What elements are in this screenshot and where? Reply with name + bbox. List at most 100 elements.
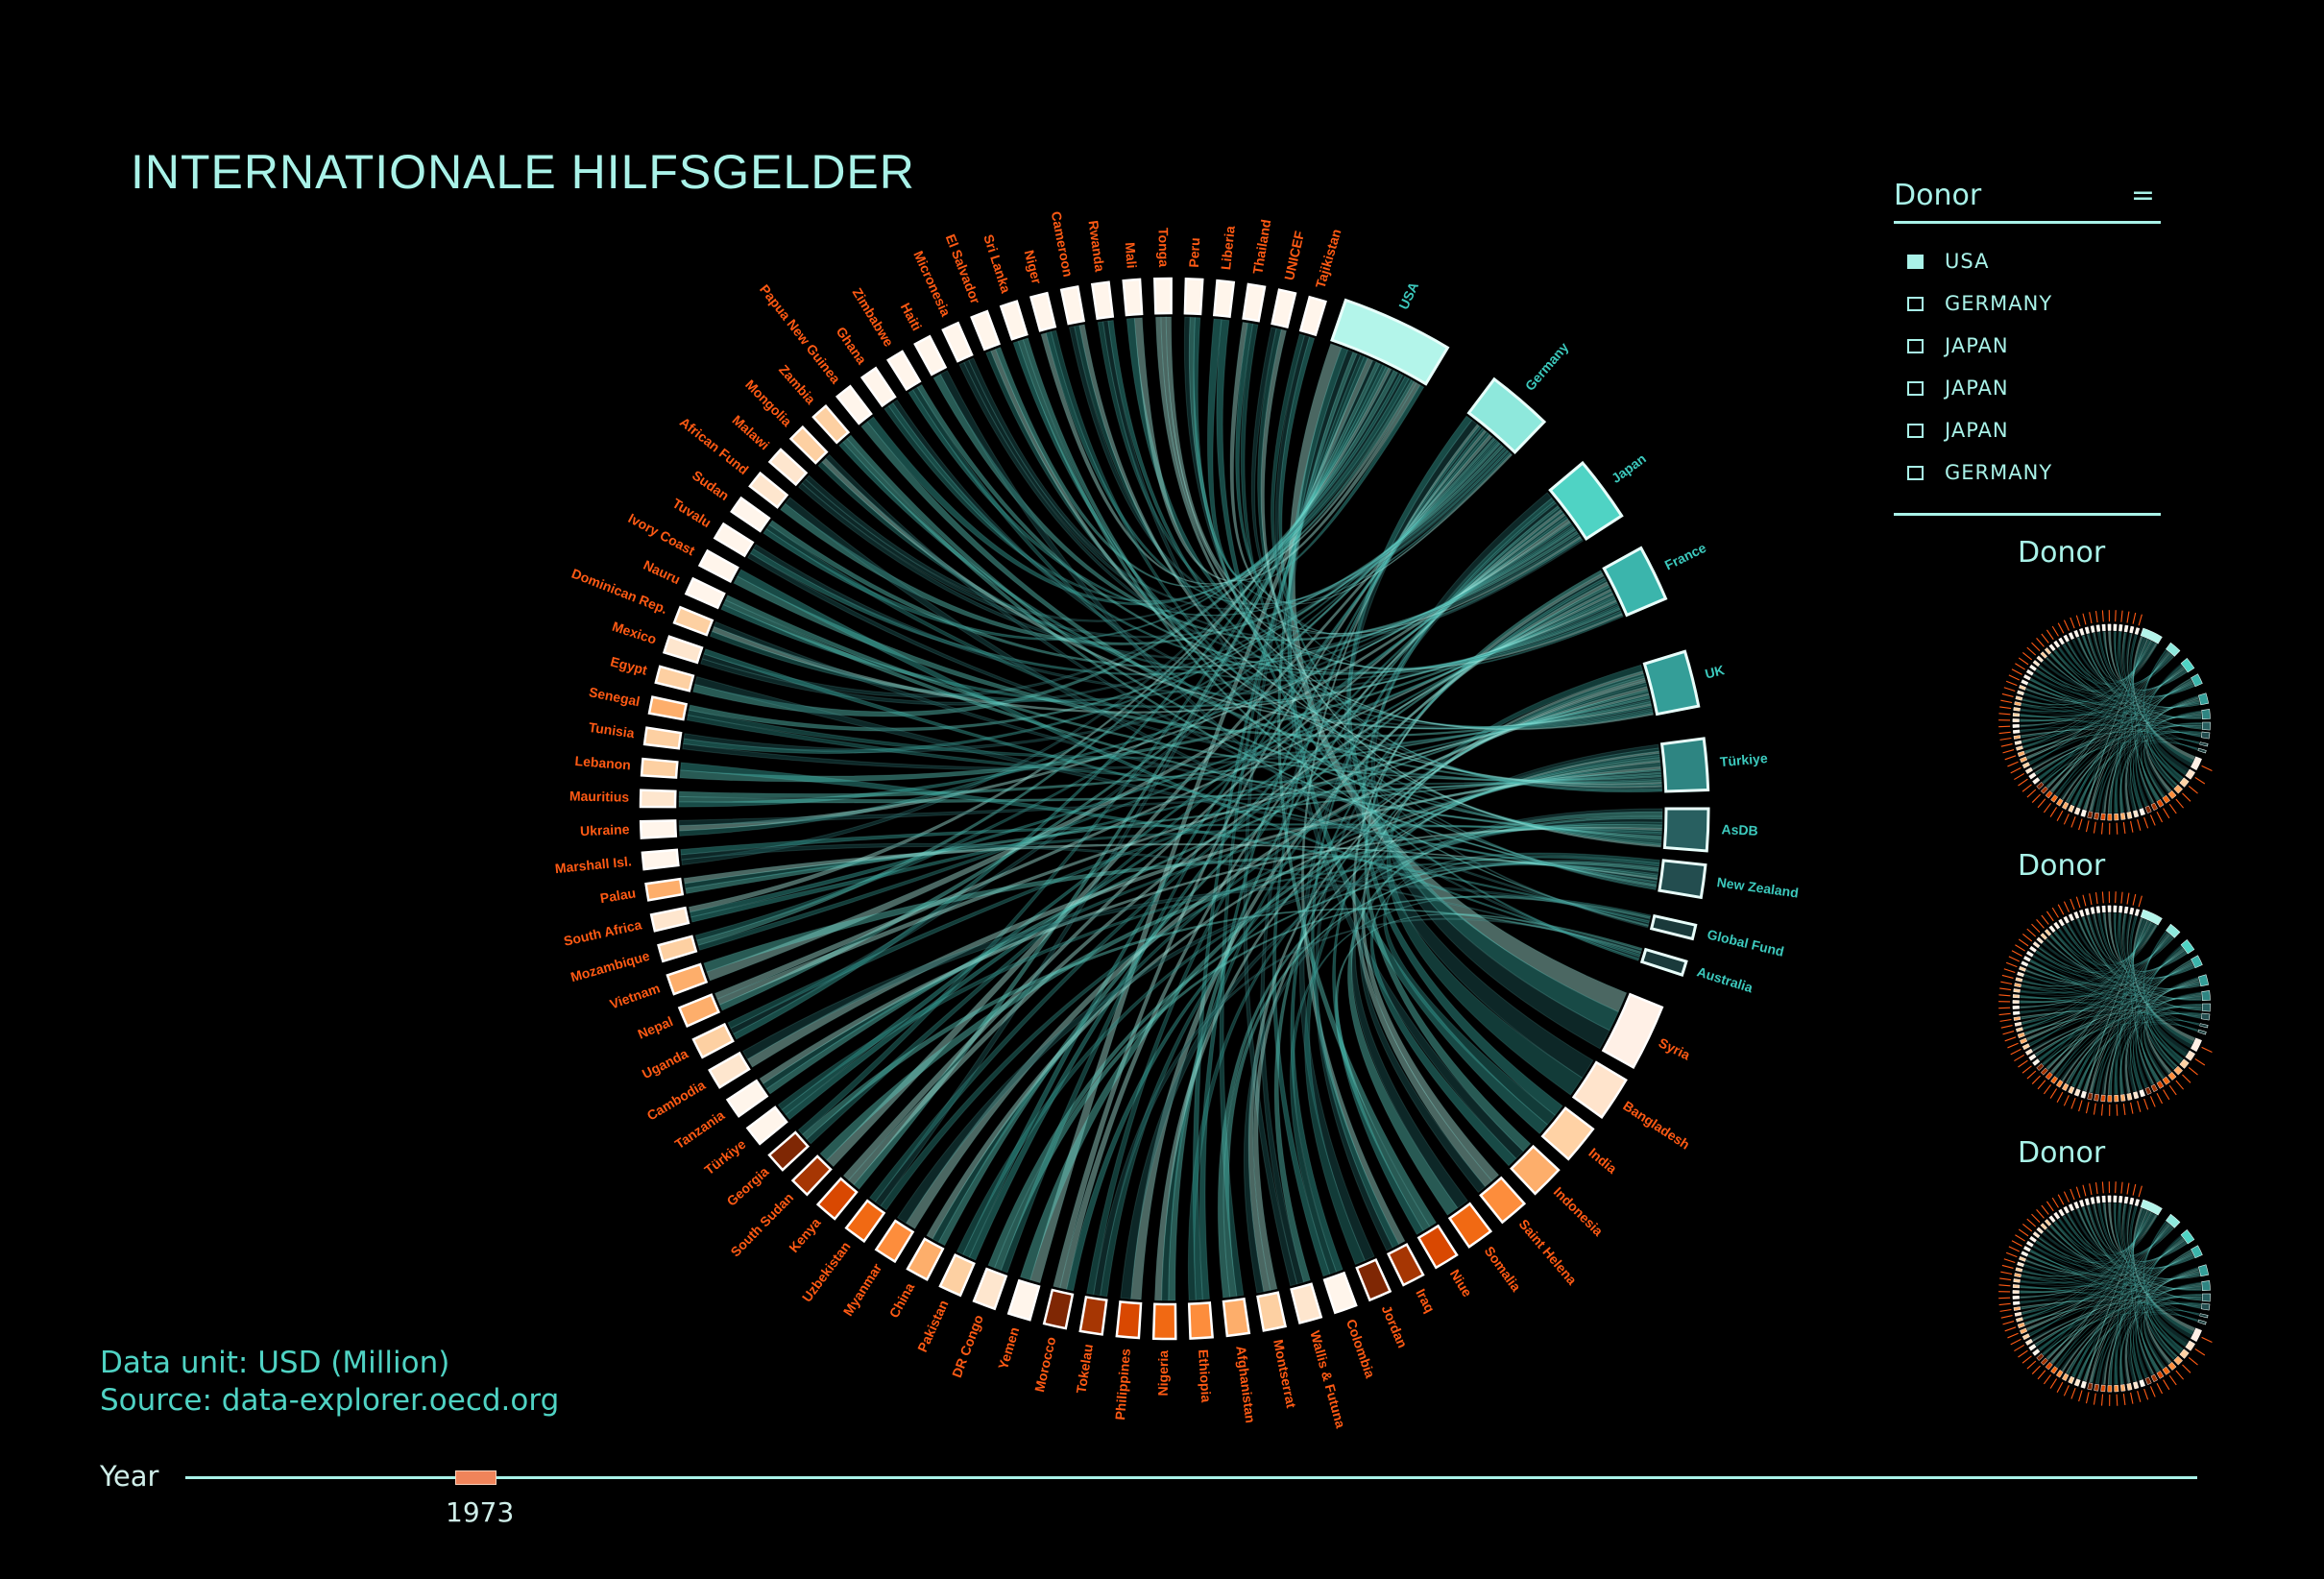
chord-ribbon[interactable] (2049, 948, 2185, 1073)
chord-ribbon[interactable] (2062, 926, 2173, 968)
chord-ribbon[interactable] (2033, 954, 2194, 984)
chord-ribbon[interactable] (2020, 683, 2193, 717)
legend-item-japan[interactable]: JAPAN (1894, 325, 2161, 367)
donor-arc[interactable] (2191, 1245, 2203, 1259)
recipient-arc[interactable] (2028, 772, 2037, 780)
chord-ribbon[interactable] (682, 697, 1651, 771)
chord-ribbon[interactable] (2096, 1203, 2188, 1262)
chord-ribbon[interactable] (2119, 1005, 2202, 1095)
recipient-arc[interactable] (2132, 810, 2140, 818)
chord-ribbon[interactable] (1350, 743, 1659, 1209)
chord-ribbon[interactable] (2022, 979, 2201, 1018)
recipient-arc[interactable] (2014, 740, 2022, 745)
chord-ribbon[interactable] (2020, 1286, 2202, 1293)
recipient-arc[interactable] (1222, 1297, 1251, 1338)
chord-ribbon[interactable] (687, 699, 1652, 760)
chord-ribbon[interactable] (1029, 357, 1374, 1284)
chord-ribbon[interactable] (1168, 504, 1561, 1301)
legend-item-germany[interactable]: GERMANY (1894, 282, 2161, 325)
recipient-arc[interactable] (2113, 623, 2118, 631)
chord-ribbon[interactable] (2028, 1253, 2202, 1289)
recipient-arc[interactable] (725, 1079, 769, 1118)
chord-ribbon[interactable] (2082, 635, 2200, 744)
chord-ribbon[interactable] (2146, 1249, 2191, 1358)
chord-ribbon[interactable] (2021, 1211, 2152, 1314)
recipient-arc[interactable] (2045, 790, 2053, 799)
chord-ribbon[interactable] (2124, 1012, 2202, 1094)
chord-ribbon[interactable] (752, 544, 1619, 695)
chord-ribbon[interactable] (2150, 695, 2199, 776)
chord-ribbon[interactable] (683, 522, 1574, 754)
chord-ribbon[interactable] (2078, 637, 2157, 682)
recipient-arc[interactable] (906, 1237, 945, 1281)
recipient-arc[interactable] (1122, 278, 1144, 317)
chord-ribbon[interactable] (2032, 674, 2202, 717)
recipient-arc[interactable] (970, 309, 1001, 352)
chord-ribbon[interactable] (932, 373, 1580, 642)
recipient-arc[interactable] (2036, 782, 2045, 790)
chord-ribbon[interactable] (2038, 668, 2185, 780)
chord-ribbon[interactable] (2068, 1251, 2192, 1375)
recipient-arc[interactable] (2123, 906, 2129, 914)
chord-ribbon[interactable] (2108, 631, 2201, 708)
chord-ribbon[interactable] (688, 442, 1501, 732)
chord-ribbon[interactable] (2028, 682, 2202, 717)
recipient-arc[interactable] (697, 548, 739, 583)
donor-arc[interactable] (2180, 1229, 2195, 1245)
recipient-arc[interactable] (2191, 1037, 2202, 1053)
chord-ribbon[interactable] (2032, 956, 2202, 999)
chord-ribbon[interactable] (2119, 638, 2147, 813)
chord-ribbon[interactable] (1299, 502, 1560, 1262)
chord-ribbon[interactable] (2024, 668, 2185, 755)
chord-ribbon[interactable] (2026, 1253, 2193, 1329)
chord-ribbon[interactable] (1290, 894, 1652, 1275)
chord-ribbon[interactable] (2057, 1214, 2156, 1256)
chord-ribbon[interactable] (874, 359, 1377, 1207)
chord-ribbon[interactable] (713, 620, 1662, 838)
chord-ribbon[interactable] (2147, 663, 2192, 767)
recipient-arc[interactable] (2119, 1094, 2126, 1102)
chord-ribbon[interactable] (2143, 710, 2202, 797)
chord-ribbon[interactable] (2049, 935, 2201, 1018)
recipient-arc[interactable] (647, 695, 689, 721)
recipient-arc[interactable] (2048, 1215, 2056, 1224)
chord-ribbon[interactable] (1100, 681, 1647, 1298)
donor-arc[interactable] (2197, 974, 2210, 987)
recipient-arc[interactable] (2028, 1054, 2037, 1061)
chord-ribbon[interactable] (701, 372, 1401, 698)
chord-ribbon[interactable] (727, 691, 1650, 1030)
recipient-arc[interactable] (642, 726, 683, 750)
chord-ribbon[interactable] (2089, 1223, 2169, 1383)
chord-ribbon[interactable] (2061, 1271, 2200, 1373)
donor-arc[interactable] (1548, 460, 1624, 542)
recipient-arc[interactable] (2012, 729, 2021, 734)
chord-ribbon[interactable] (1160, 316, 1624, 670)
chord-ribbon[interactable] (2046, 1224, 2171, 1361)
chord-ribbon[interactable] (1361, 670, 1644, 1182)
donor-arc[interactable] (1602, 546, 1668, 618)
recipient-arc[interactable] (2167, 1071, 2177, 1081)
recipient-arc[interactable] (2016, 1317, 2023, 1323)
chord-ribbon[interactable] (2031, 1017, 2200, 1051)
checkbox-icon[interactable] (1907, 380, 1924, 396)
chord-ribbon[interactable] (2063, 1215, 2202, 1300)
chord-ribbon[interactable] (817, 461, 1620, 682)
chord-ribbon[interactable] (2145, 696, 2199, 791)
chord-ribbon[interactable] (2126, 914, 2202, 1001)
chord-ribbon[interactable] (2089, 651, 2169, 812)
chord-ribbon[interactable] (2025, 964, 2194, 986)
chord-ribbon[interactable] (2021, 985, 2202, 1000)
chord-ribbon[interactable] (2055, 639, 2149, 796)
recipient-arc[interactable] (2036, 1227, 2045, 1234)
recipient-arc[interactable] (2129, 1197, 2135, 1205)
chord-ribbon[interactable] (860, 421, 1662, 785)
chord-ribbon[interactable] (2020, 1212, 2153, 1304)
chord-ribbon[interactable] (2021, 1273, 2200, 1315)
chord-ribbon[interactable] (2021, 701, 2200, 714)
recipient-arc[interactable] (2017, 750, 2025, 758)
chord-ribbon[interactable] (2096, 742, 2198, 813)
chord-ribbon[interactable] (2043, 1213, 2155, 1259)
donor-arc[interactable] (2201, 709, 2211, 719)
recipient-arc[interactable] (2139, 1089, 2146, 1098)
chord-ribbon[interactable] (2021, 935, 2172, 990)
